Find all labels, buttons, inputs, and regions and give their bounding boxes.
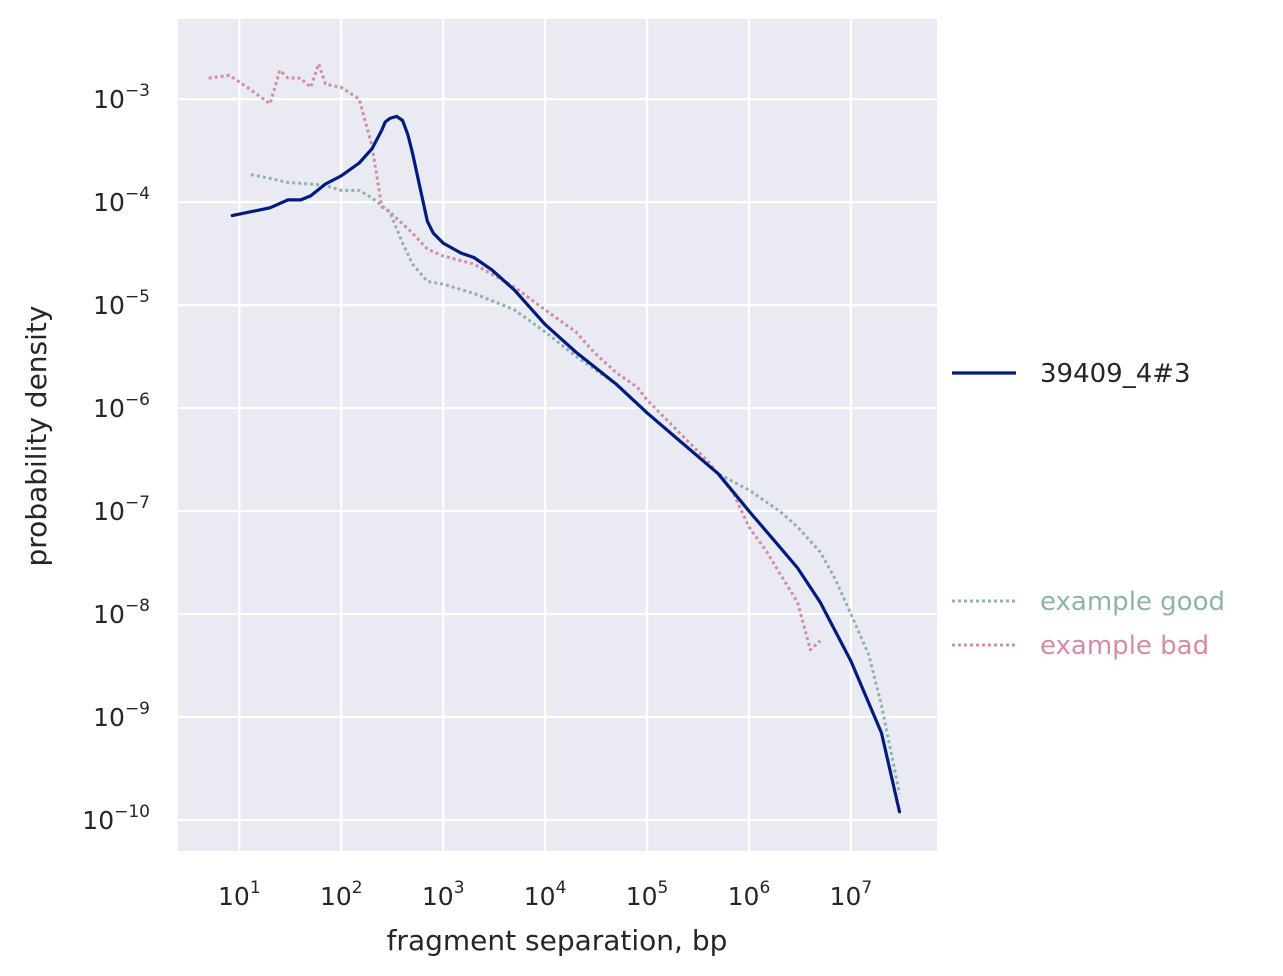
x-axis-label: fragment separation, bp xyxy=(387,924,728,957)
y-tick-base: 10 xyxy=(93,188,125,217)
x-tick-base: 10 xyxy=(524,882,556,911)
x-tick-exponent: 4 xyxy=(556,878,567,898)
grid xyxy=(178,19,937,851)
y-tick-exponent: −6 xyxy=(125,390,150,410)
series-line-example-bad xyxy=(208,62,822,652)
series-line-sample xyxy=(230,114,902,814)
y-tick-base: 10 xyxy=(93,291,125,320)
y-tick-base: 10 xyxy=(93,497,125,526)
series-layer xyxy=(208,62,902,814)
x-tick-base: 10 xyxy=(626,882,658,911)
x-tick-label: 104 xyxy=(524,878,567,911)
y-tick-base: 10 xyxy=(93,600,125,629)
x-tick-base: 10 xyxy=(728,882,760,911)
y-tick-exponent: −10 xyxy=(114,802,150,822)
y-tick-label: 10−4 xyxy=(93,184,150,217)
x-tick-label: 107 xyxy=(830,878,873,911)
y-tick-base: 10 xyxy=(93,85,125,114)
y-axis-label: probability density xyxy=(20,306,53,567)
x-tick-label: 106 xyxy=(728,878,771,911)
x-tick-label: 102 xyxy=(320,878,363,911)
y-tick-label: 10−10 xyxy=(82,802,150,835)
y-tick-base: 10 xyxy=(93,394,125,423)
y-tick-label: 10−5 xyxy=(93,287,150,320)
y-tick-exponent: −9 xyxy=(125,699,150,719)
y-tick-exponent: −3 xyxy=(125,81,150,101)
y-tick-exponent: −7 xyxy=(125,493,150,513)
y-tick-exponent: −8 xyxy=(125,596,150,616)
legend-label: example good xyxy=(1040,587,1225,617)
x-tick-exponent: 7 xyxy=(861,878,872,898)
x-tick-exponent: 6 xyxy=(759,878,770,898)
legend-label: example bad xyxy=(1040,631,1209,661)
x-tick-base: 10 xyxy=(422,882,454,911)
y-tick-label: 10−8 xyxy=(93,596,150,629)
x-tick-label: 105 xyxy=(626,878,669,911)
y-tick-label: 10−3 xyxy=(93,81,150,114)
x-tick-base: 10 xyxy=(830,882,862,911)
x-tick-base: 10 xyxy=(320,882,352,911)
series-line-example-good xyxy=(250,173,901,794)
plot-background xyxy=(178,19,937,851)
y-tick-label: 10−9 xyxy=(93,699,150,732)
y-tick-exponent: −4 xyxy=(125,184,150,204)
x-tick-exponent: 5 xyxy=(658,878,669,898)
legend-label: 39409_4#3 xyxy=(1040,359,1191,389)
y-tick-base: 10 xyxy=(93,703,125,732)
x-tick-exponent: 2 xyxy=(352,878,363,898)
x-tick-base: 10 xyxy=(218,882,250,911)
x-tick-exponent: 3 xyxy=(454,878,465,898)
x-tick-exponent: 1 xyxy=(250,878,261,898)
x-tick-labels: 101 102 103 104 105 106 107 xyxy=(218,878,872,911)
y-tick-exponent: −5 xyxy=(125,287,150,307)
y-tick-labels: 10−310−410−510−610−710−810−910−10 xyxy=(82,81,150,835)
x-tick-label: 103 xyxy=(422,878,465,911)
y-tick-label: 10−7 xyxy=(93,493,150,526)
y-tick-base: 10 xyxy=(82,806,114,835)
x-tick-label: 101 xyxy=(218,878,261,911)
y-tick-label: 10−6 xyxy=(93,390,150,423)
